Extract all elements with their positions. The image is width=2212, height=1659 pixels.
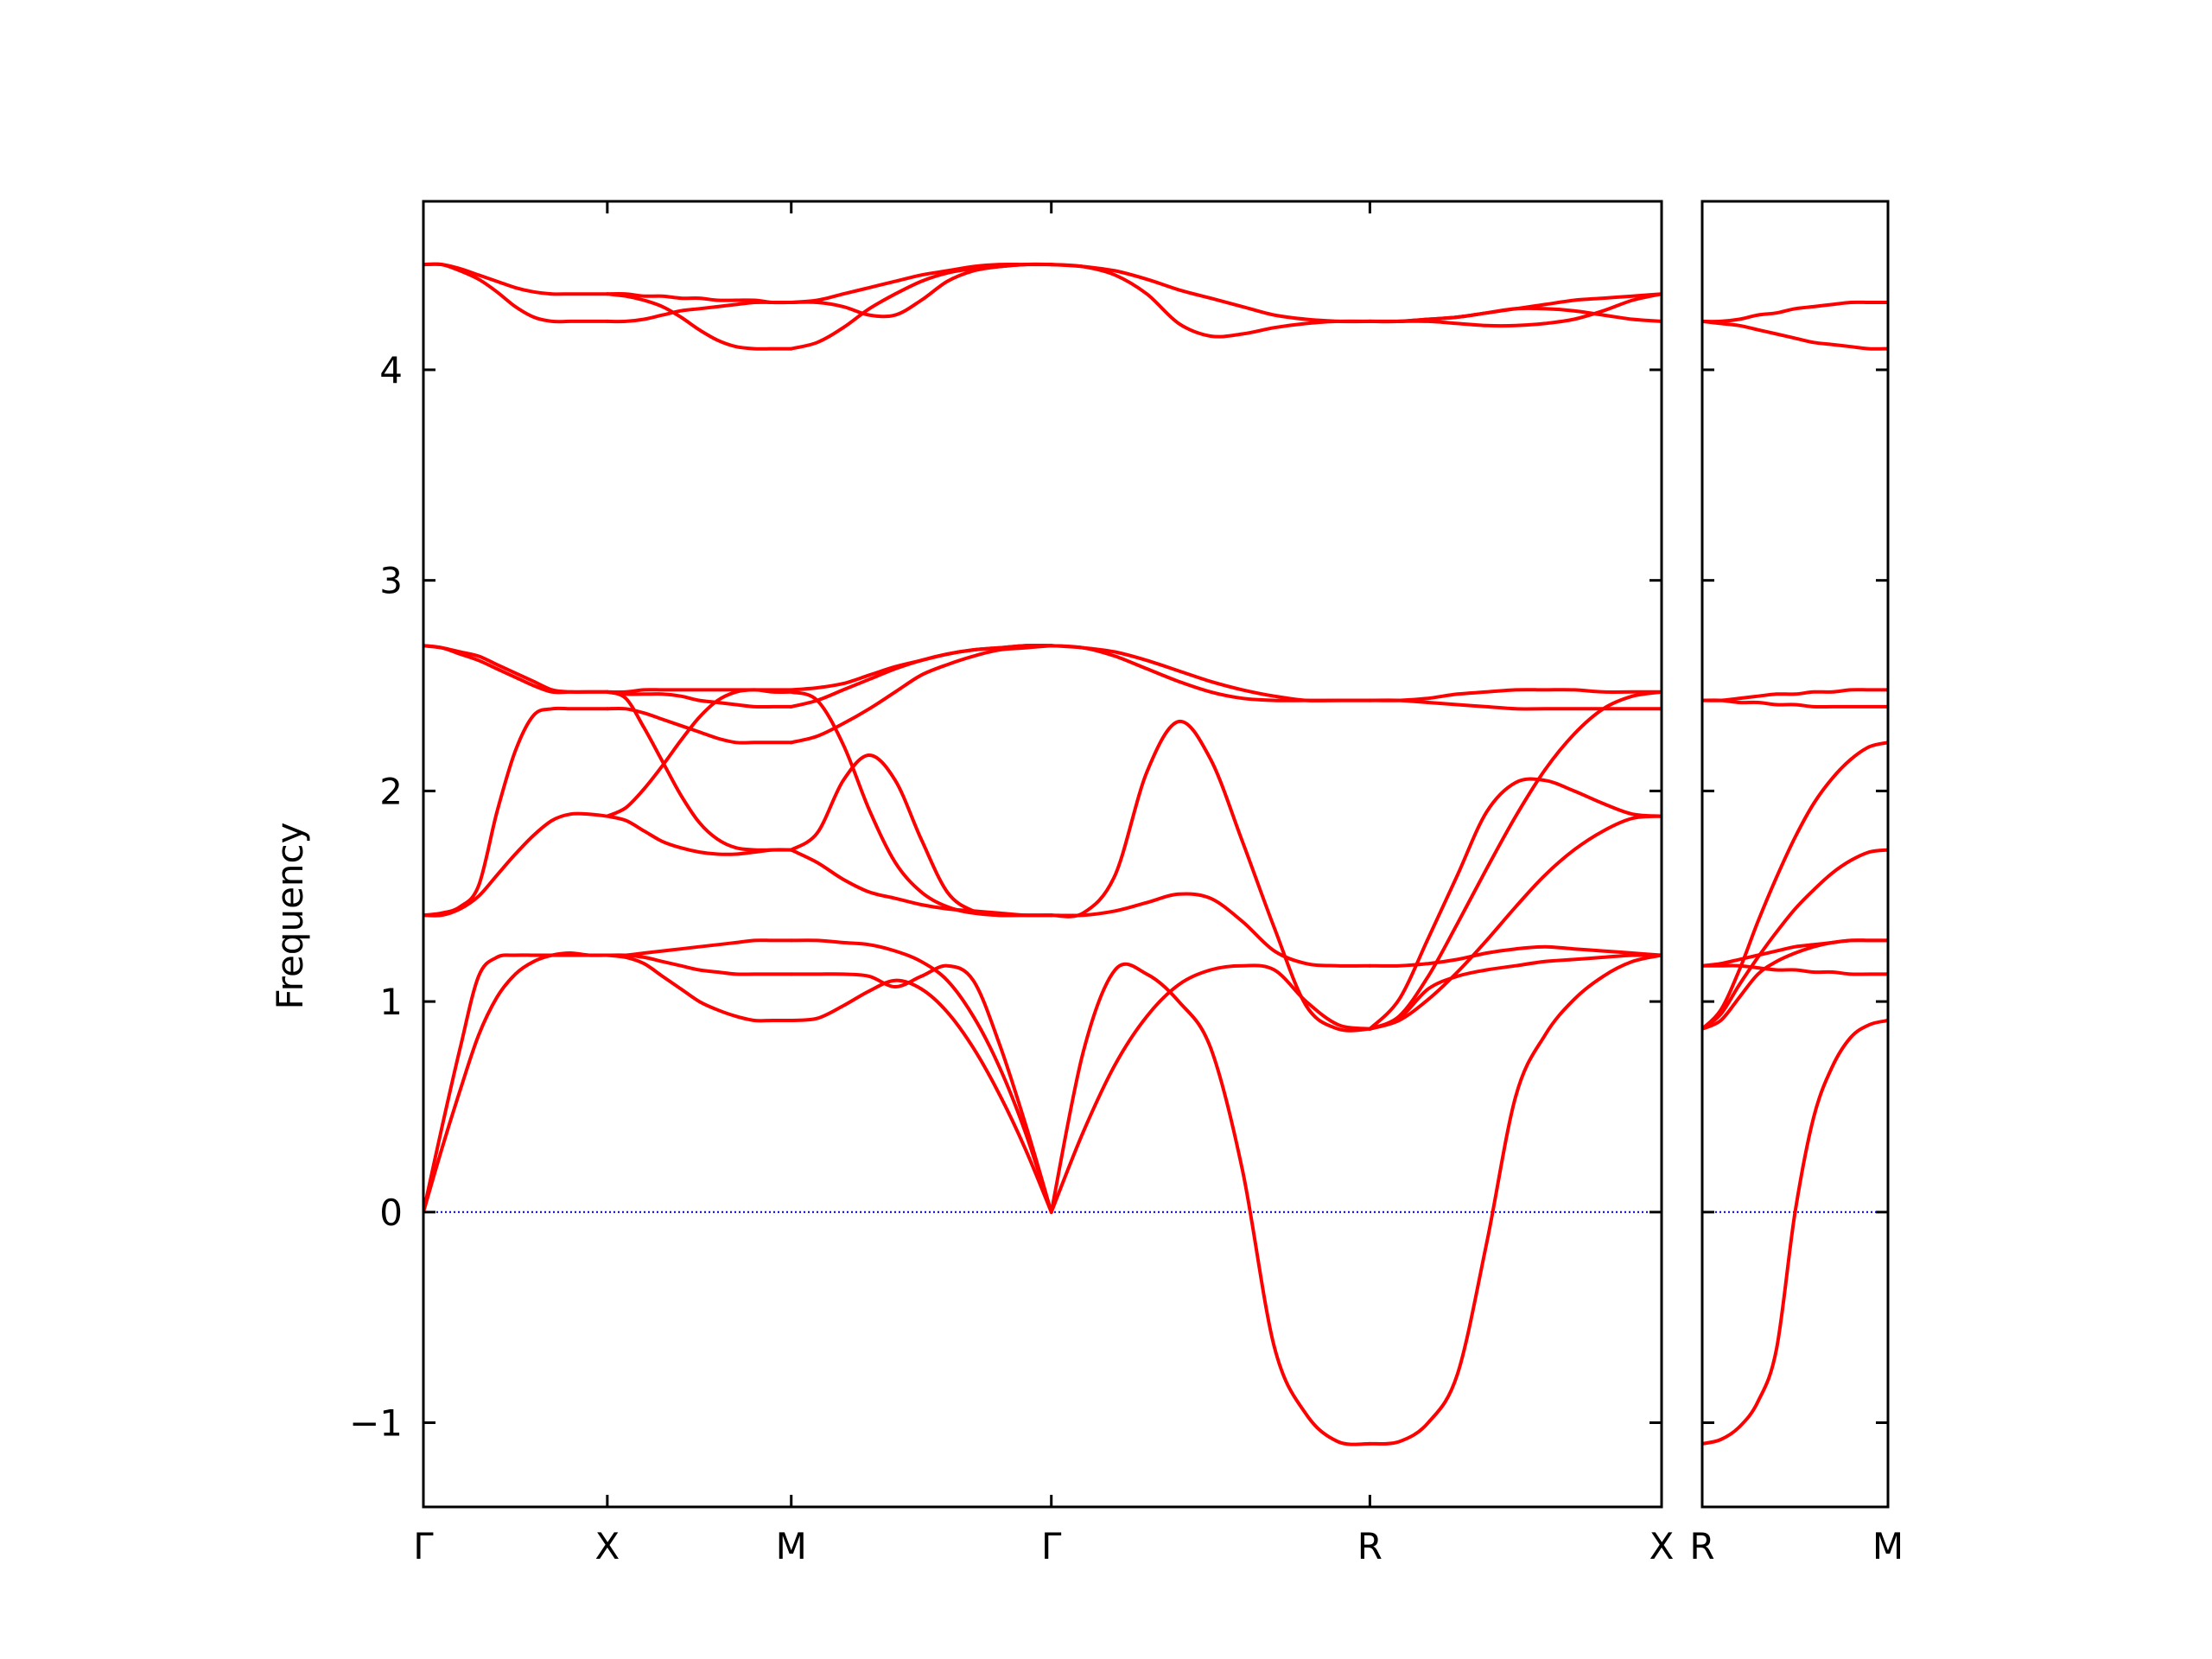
band-line-p2-s1-b1 — [1702, 1019, 1888, 1446]
band-line-p1-s4-b1 — [1049, 963, 1372, 1214]
band-line-p1-s2-b8 — [605, 690, 793, 709]
y-tick-label: 4 — [379, 349, 403, 391]
band-line-p2-s1-b4 — [1702, 741, 1888, 1031]
band-curves — [423, 262, 1662, 1446]
band-line-p1-s2-b10 — [605, 300, 793, 324]
band-line-p1-s3-b2 — [789, 963, 1053, 1214]
y-tick-label: 1 — [379, 981, 403, 1023]
band-curves — [1702, 300, 1888, 1446]
band-line-p1-s3-b6 — [789, 690, 1053, 918]
x-tick-label: X — [594, 1525, 620, 1567]
band-line-p1-s2-b7 — [605, 706, 793, 745]
x-tick-label: Γ — [1041, 1525, 1062, 1567]
band-line-p1-s5-b8 — [1368, 688, 1662, 702]
band-line-p1-s4-b6 — [1049, 644, 1372, 702]
band-line-p1-s5-b5 — [1368, 690, 1662, 1031]
band-line-p1-s1-b5 — [423, 644, 609, 695]
band-line-p1-s3-b12 — [789, 262, 1053, 351]
band-line-p1-s2-b6 — [605, 690, 793, 852]
band-line-p1-s2-b2 — [605, 953, 793, 976]
band-line-p1-s4-b8 — [1049, 263, 1372, 324]
band-line-p1-s1-b2 — [423, 951, 609, 1214]
band-line-p1-s5-b11 — [1368, 306, 1662, 324]
band-line-p2-s1-b7 — [1702, 698, 1888, 709]
band-line-p1-s1-b6 — [423, 644, 609, 694]
band-line-p1-s3-b11 — [789, 262, 1053, 319]
band-line-p2-s1-b3 — [1702, 848, 1888, 1031]
x-tick-label: M — [1872, 1525, 1904, 1567]
band-line-p1-s5-b7 — [1368, 698, 1662, 711]
band-line-p1-s5-b6 — [1368, 944, 1662, 968]
band-line-p1-s1-b3 — [423, 706, 609, 918]
band-line-p2-s1-b10 — [1702, 319, 1888, 351]
band-line-p1-s4-b3 — [1049, 892, 1372, 968]
band-line-p1-s4-b2 — [1049, 962, 1372, 1446]
band-line-p1-s4-b7 — [1049, 263, 1372, 339]
band-line-p1-s5-b2 — [1368, 953, 1662, 1031]
band-line-p1-s3-b4 — [789, 848, 1053, 918]
band-line-p1-s5-b1 — [1368, 953, 1662, 1446]
band-line-p1-s4-b4 — [1049, 719, 1372, 1033]
band-line-p2-s1-b6 — [1702, 938, 1888, 968]
band-line-p1-s2-b9 — [605, 688, 793, 694]
x-tick-label: R — [1689, 1525, 1714, 1567]
band-line-p1-s3-b9 — [789, 644, 1053, 692]
band-line-p1-s2-b12 — [605, 292, 793, 351]
band-line-p1-s2-b1 — [605, 938, 793, 957]
band-line-p2-s1-b9 — [1702, 300, 1888, 324]
x-tick-label: X — [1649, 1525, 1675, 1567]
x-tick-label: Γ — [413, 1525, 434, 1567]
y-axis-label: Frequency — [269, 823, 311, 1010]
band-line-p2-s1-b8 — [1702, 688, 1888, 702]
band-line-p2-s1-b2 — [1702, 938, 1888, 1031]
panel-1: Γ X M Γ R X −1 0 1 2 3 4 — [349, 200, 1675, 1567]
band-line-p1-s1-b1 — [423, 953, 609, 1214]
y-tick-label: 2 — [379, 770, 403, 812]
x-tick-label: M — [776, 1525, 807, 1567]
band-line-p1-s3-b10 — [789, 262, 1053, 304]
band-line-p1-s3-b1 — [789, 938, 1053, 1214]
y-tick-label: 3 — [379, 560, 403, 602]
band-line-p1-s2-b11 — [605, 292, 793, 305]
x-tick-label: R — [1357, 1525, 1382, 1567]
band-line-p1-s2-b3 — [605, 953, 793, 1023]
panel-frame — [422, 200, 1663, 1509]
band-line-p1-s5-b4 — [1368, 777, 1662, 1031]
band-line-p1-s1-b8 — [423, 262, 609, 296]
panel-frame — [1700, 200, 1890, 1509]
band-line-p1-s3-b3 — [789, 978, 1053, 1214]
band-line-p2-s1-b5 — [1702, 963, 1888, 976]
y-tick-label: −1 — [349, 1402, 403, 1445]
band-line-p1-s5-b3 — [1368, 814, 1662, 1031]
y-tick-label: 0 — [379, 1192, 403, 1234]
band-line-p1-s1-b4 — [423, 811, 609, 918]
band-line-p1-s3-b7 — [789, 644, 1053, 745]
